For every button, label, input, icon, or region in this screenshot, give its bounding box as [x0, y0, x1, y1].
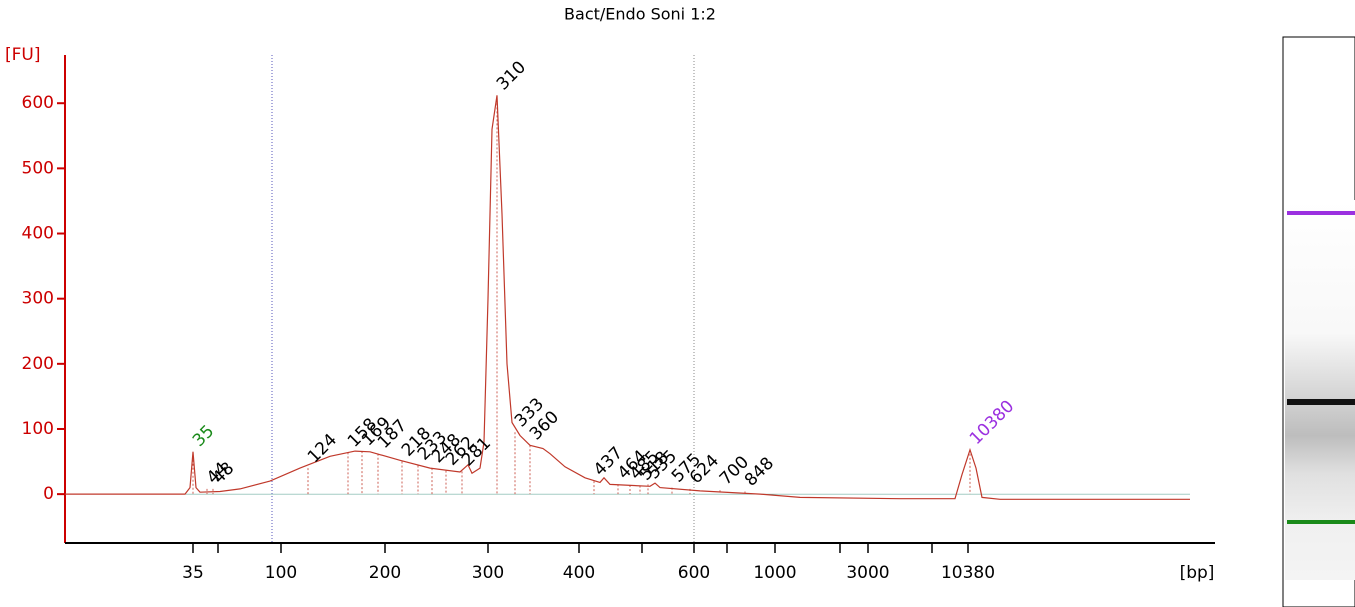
x-tick-label: 400	[563, 563, 595, 583]
y-tick-label: 500	[22, 158, 54, 178]
x-tick-label: 600	[678, 563, 710, 583]
x-tick-label: 300	[472, 563, 504, 583]
trace	[65, 95, 1190, 500]
y-tick-label: 100	[22, 419, 54, 439]
peak-label: 35	[189, 421, 218, 450]
y-tick-label: 600	[22, 93, 54, 113]
peak-label: 310	[493, 57, 530, 94]
peak-label: 10380	[966, 397, 1018, 449]
main-band	[1287, 399, 1355, 405]
y-tick-label: 200	[22, 354, 54, 374]
x-tick-label: 35	[182, 563, 204, 583]
x-tick-label: 100	[265, 563, 297, 583]
x-axis-label: [bp]	[1180, 563, 1215, 583]
peak-label: 848	[741, 454, 778, 491]
y-tick-label: 0	[43, 484, 54, 504]
y-tick-label: 300	[22, 289, 54, 309]
gel-smear	[1285, 200, 1355, 580]
x-tick-label: 200	[369, 563, 401, 583]
lower-marker-band	[1287, 520, 1355, 524]
x-tick-label: 1000	[753, 563, 796, 583]
chart-title: Bact/Endo Soni 1:2	[564, 5, 716, 24]
x-tick-label: 10380	[941, 563, 995, 583]
peak-label: 124	[304, 430, 341, 467]
y-tick-label: 400	[22, 224, 54, 244]
y-axis-label: [FU]	[5, 45, 41, 65]
x-tick-label: 3000	[846, 563, 889, 583]
upper-marker-band	[1287, 211, 1355, 215]
gel-lane	[1282, 36, 1355, 607]
